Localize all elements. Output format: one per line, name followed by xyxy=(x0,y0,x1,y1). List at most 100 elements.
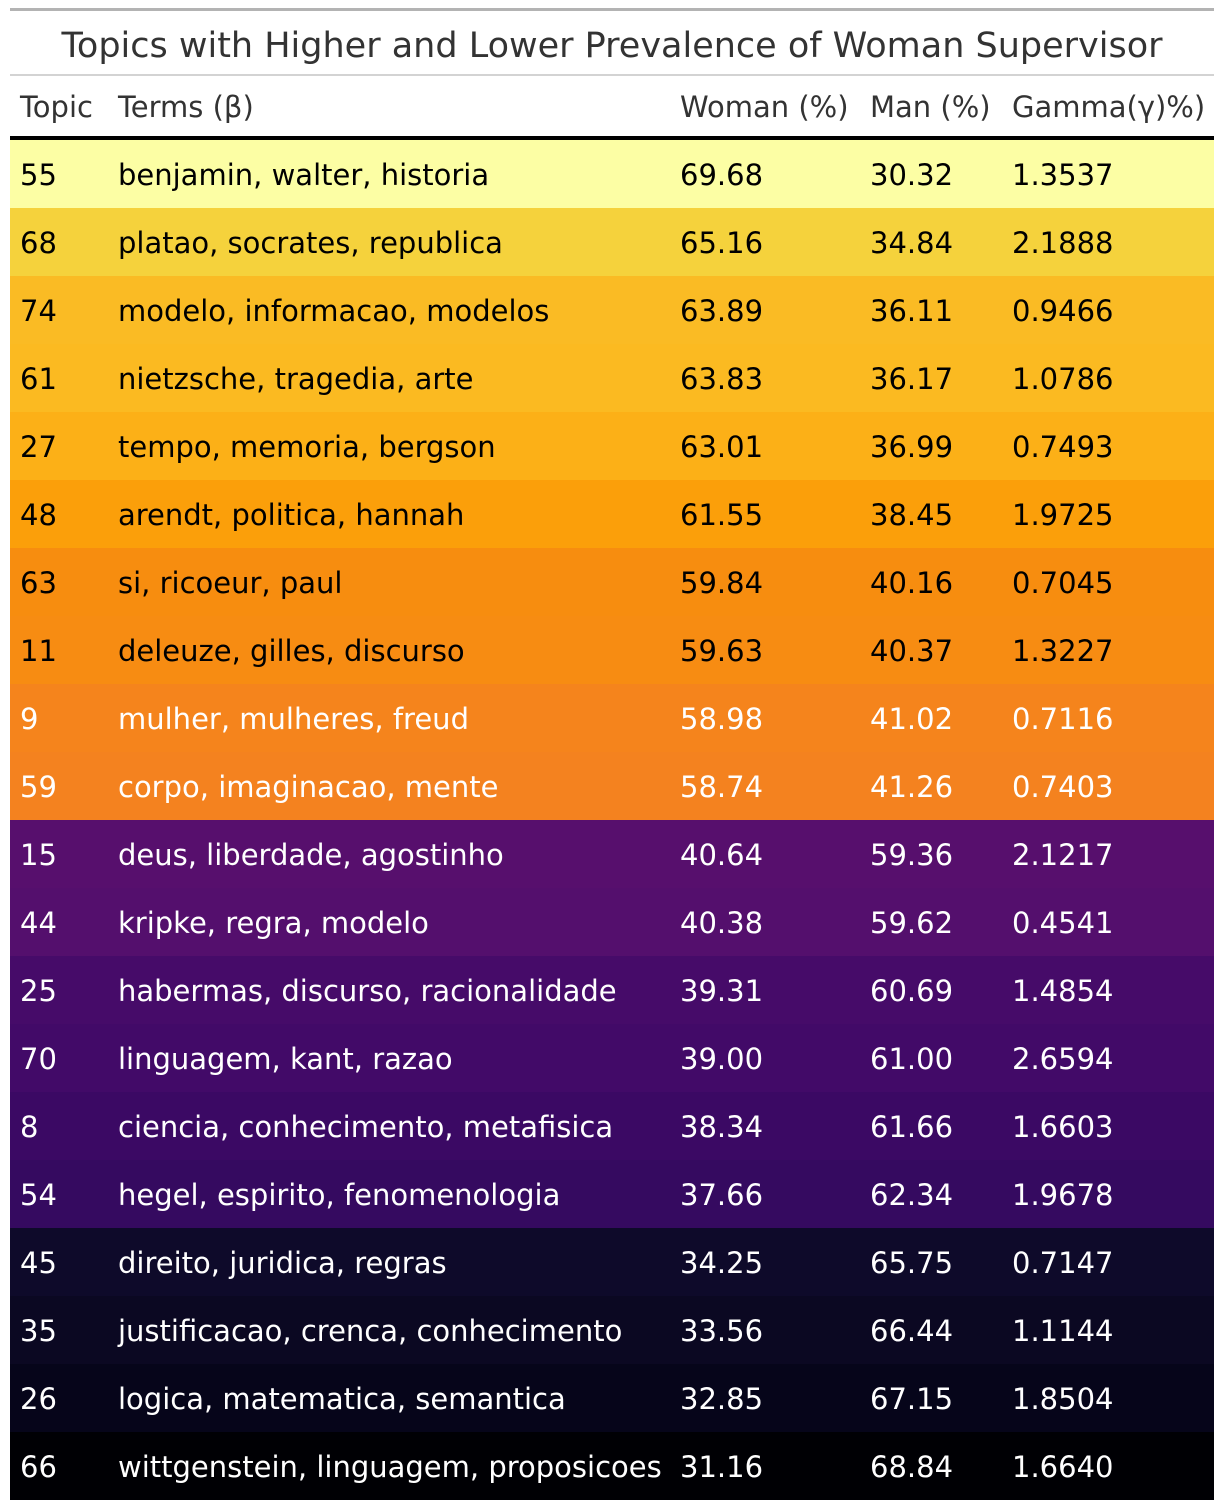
cell-terms: deus, liberdade, agostinho xyxy=(118,838,504,872)
cell-gamma: 1.9725 xyxy=(1012,498,1114,532)
cell-terms: tempo, memoria, bergson xyxy=(118,430,496,464)
cell-gamma: 0.7493 xyxy=(1012,430,1114,464)
cell-gamma: 0.7403 xyxy=(1012,770,1114,804)
table-row: 54 hegel, espirito, fenomenologia 37.66 62.… xyxy=(10,1160,1214,1228)
cell-man: 68.84 xyxy=(870,1450,954,1484)
table-row: 70 linguagem, kant, razao 39.00 61.00 2.6594 xyxy=(10,1024,1214,1092)
cell-topic: 61 xyxy=(20,362,57,396)
cell-topic: 54 xyxy=(20,1178,57,1212)
cell-woman: 65.16 xyxy=(680,226,764,260)
cell-topic: 11 xyxy=(20,634,57,668)
cell-woman: 39.00 xyxy=(680,1042,764,1076)
cell-terms: direito, juridica, regras xyxy=(118,1246,447,1280)
cell-terms: arendt, politica, hannah xyxy=(118,498,465,532)
cell-terms: nietzsche, tragedia, arte xyxy=(118,362,474,396)
cell-man: 40.37 xyxy=(870,634,954,668)
cell-terms: wittgenstein, linguagem, proposicoes xyxy=(118,1450,662,1484)
cell-man: 61.66 xyxy=(870,1110,954,1144)
cell-gamma: 1.8504 xyxy=(1012,1382,1114,1416)
cell-terms: deleuze, gilles, discurso xyxy=(118,634,465,668)
cell-terms: logica, matematica, semantica xyxy=(118,1382,566,1416)
table-row: 8 ciencia, conhecimento, metafisica 38.34 6… xyxy=(10,1092,1214,1160)
cell-man: 38.45 xyxy=(870,498,954,532)
cell-topic: 70 xyxy=(20,1042,57,1076)
table-row: 11 deleuze, gilles, discurso 59.63 40.37 1.3… xyxy=(10,616,1214,684)
header-gamma: Gamma(γ)%) xyxy=(1012,90,1206,124)
cell-topic: 9 xyxy=(20,702,39,736)
cell-topic: 74 xyxy=(20,294,57,328)
cell-topic: 26 xyxy=(20,1382,57,1416)
header-topic: Topic xyxy=(20,90,93,124)
cell-man: 61.00 xyxy=(870,1042,954,1076)
cell-topic: 27 xyxy=(20,430,57,464)
cell-terms: corpo, imaginacao, mente xyxy=(118,770,499,804)
cell-topic: 48 xyxy=(20,498,57,532)
cell-gamma: 0.7045 xyxy=(1012,566,1114,600)
cell-terms: ciencia, conhecimento, metafisica xyxy=(118,1110,614,1144)
cell-terms: mulher, mulheres, freud xyxy=(118,702,469,736)
top-rule xyxy=(10,8,1214,11)
cell-topic: 25 xyxy=(20,974,57,1008)
cell-topic: 35 xyxy=(20,1314,57,1348)
cell-topic: 63 xyxy=(20,566,57,600)
cell-gamma: 1.3537 xyxy=(1012,158,1114,192)
cell-gamma: 1.6640 xyxy=(1012,1450,1114,1484)
cell-gamma: 0.7116 xyxy=(1012,702,1114,736)
cell-man: 60.69 xyxy=(870,974,954,1008)
cell-topic: 66 xyxy=(20,1450,57,1484)
cell-man: 66.44 xyxy=(870,1314,954,1348)
cell-gamma: 0.4541 xyxy=(1012,906,1114,940)
cell-woman: 39.31 xyxy=(680,974,764,1008)
cell-terms: hegel, espirito, fenomenologia xyxy=(118,1178,561,1212)
cell-woman: 59.84 xyxy=(680,566,764,600)
header-woman: Woman (%) xyxy=(680,90,849,124)
cell-terms: habermas, discurso, racionalidade xyxy=(118,974,617,1008)
cell-topic: 15 xyxy=(20,838,57,872)
cell-topic: 68 xyxy=(20,226,57,260)
cell-gamma: 2.1888 xyxy=(1012,226,1114,260)
cell-terms: justificacao, crenca, conhecimento xyxy=(118,1314,623,1348)
cell-topic: 55 xyxy=(20,158,57,192)
cell-woman: 32.85 xyxy=(680,1382,764,1416)
cell-man: 34.84 xyxy=(870,226,954,260)
cell-woman: 40.64 xyxy=(680,838,764,872)
cell-man: 59.62 xyxy=(870,906,954,940)
cell-gamma: 1.6603 xyxy=(1012,1110,1114,1144)
cell-terms: platao, socrates, republica xyxy=(118,226,503,260)
cell-terms: benjamin, walter, historia xyxy=(118,158,490,192)
cell-man: 62.34 xyxy=(870,1178,954,1212)
table-row: 44 kripke, regra, modelo 40.38 59.62 0.4541 xyxy=(10,888,1214,956)
table-row: 74 modelo, informacao, modelos 63.89 36.11 0… xyxy=(10,276,1214,344)
cell-gamma: 0.9466 xyxy=(1012,294,1114,328)
cell-topic: 44 xyxy=(20,906,57,940)
cell-topic: 45 xyxy=(20,1246,57,1280)
cell-woman: 31.16 xyxy=(680,1450,764,1484)
cell-gamma: 1.3227 xyxy=(1012,634,1114,668)
cell-gamma: 1.4854 xyxy=(1012,974,1114,1008)
cell-woman: 63.89 xyxy=(680,294,764,328)
cell-man: 36.99 xyxy=(870,430,954,464)
table-header: Topic Terms (β) Woman (%) Man (%) Gamma(… xyxy=(10,76,1214,136)
table-row: 68 platao, socrates, republica 65.16 34.84 2… xyxy=(10,208,1214,276)
cell-topic: 8 xyxy=(20,1110,39,1144)
cell-man: 36.11 xyxy=(870,294,954,328)
title-rule xyxy=(10,74,1214,76)
cell-man: 41.26 xyxy=(870,770,954,804)
cell-terms: kripke, regra, modelo xyxy=(118,906,429,940)
table-row: 9 mulher, mulheres, freud 58.98 41.02 0.7116 xyxy=(10,684,1214,752)
cell-woman: 58.98 xyxy=(680,702,764,736)
cell-terms: si, ricoeur, paul xyxy=(118,566,343,600)
cell-woman: 69.68 xyxy=(680,158,764,192)
table-title: Topics with Higher and Lower Prevalence … xyxy=(61,26,1163,66)
cell-man: 36.17 xyxy=(870,362,954,396)
table-row: 66 wittgenstein, linguagem, proposicoes 31… xyxy=(10,1432,1214,1500)
table-row: 59 corpo, imaginacao, mente 58.74 41.26 0.74… xyxy=(10,752,1214,820)
table-row: 15 deus, liberdade, agostinho 40.64 59.36 2.… xyxy=(10,820,1214,888)
cell-woman: 63.01 xyxy=(680,430,764,464)
cell-terms: linguagem, kant, razao xyxy=(118,1042,453,1076)
table-row: 27 tempo, memoria, bergson 63.01 36.99 0.749… xyxy=(10,412,1214,480)
table-row: 45 direito, juridica, regras 34.25 65.75 0.7… xyxy=(10,1228,1214,1296)
cell-woman: 61.55 xyxy=(680,498,764,532)
cell-woman: 59.63 xyxy=(680,634,764,668)
table-body: 55 benjamin, walter, historia 69.68 30.32 1.… xyxy=(10,140,1214,1500)
